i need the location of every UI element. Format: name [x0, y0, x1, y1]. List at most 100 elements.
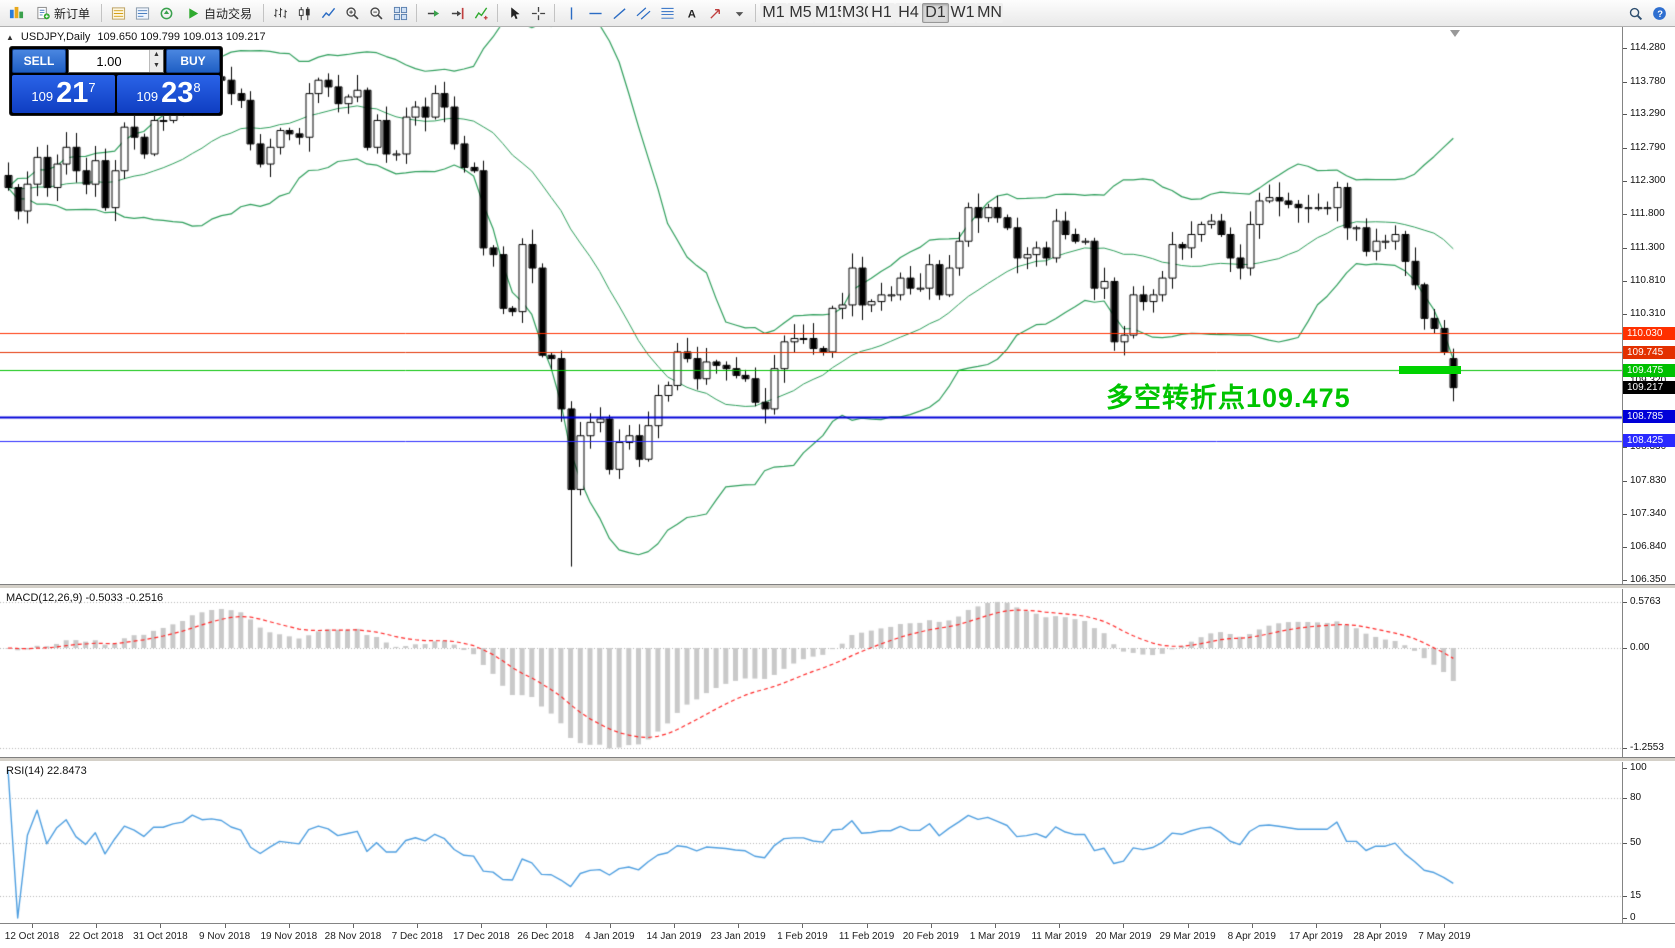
app-icon[interactable] [4, 1, 28, 25]
date-tickmark [1123, 924, 1125, 928]
axis-tickmark [1623, 547, 1627, 549]
search-icon[interactable] [1623, 1, 1647, 25]
buy-button[interactable]: BUY [166, 49, 220, 73]
date-tickmark [609, 924, 611, 928]
timeframe-m5[interactable]: M5 [787, 3, 815, 23]
sell-price[interactable]: 109 21 7 [12, 75, 115, 113]
time-axis[interactable]: 12 Oct 2018 22 Oct 2018 31 Oct 2018 9 Nov 2… [0, 923, 1675, 948]
channel-icon[interactable] [631, 1, 655, 25]
zoom-out-icon-glyph [368, 5, 384, 21]
auto-trading-button[interactable]: 自动交易 [178, 2, 259, 24]
help-icon-glyph: ? [1651, 5, 1667, 21]
vertical-line-icon[interactable] [559, 1, 583, 25]
date-label: 20 Feb 2019 [902, 931, 959, 942]
date-label: 4 Jan 2019 [585, 931, 635, 942]
timeframe-h4[interactable]: H4 [895, 3, 923, 23]
price-axis[interactable]: 114.280 113.780 113.290 112.790 112.300 111.8… [1622, 27, 1675, 923]
shapes-dropdown-icon[interactable] [727, 1, 751, 25]
timeframe-d1[interactable]: D1 [922, 3, 950, 23]
indicators-list-icon[interactable] [469, 1, 493, 25]
horizontal-line-icon-glyph [587, 5, 603, 21]
volume-input[interactable] [69, 50, 149, 72]
date-label: 7 May 2019 [1418, 931, 1471, 942]
indicators-list-icon-glyph [473, 5, 489, 21]
tile-windows-icon[interactable] [388, 1, 412, 25]
zoom-in-icon[interactable] [340, 1, 364, 25]
toolbar-separator [101, 4, 103, 22]
new-order-icon [35, 5, 51, 21]
zoom-out-icon[interactable] [364, 1, 388, 25]
rsi-tick-label: 80 [1630, 792, 1642, 803]
date-tickmark [288, 924, 290, 928]
crosshair-icon-glyph [530, 5, 546, 21]
axis-tickmark [1623, 798, 1627, 799]
date-label: 29 Mar 2019 [1159, 931, 1216, 942]
axis-tickmark [1623, 918, 1627, 919]
date-tickmark [930, 924, 932, 928]
turning-point-marker[interactable] [1399, 366, 1461, 374]
date-tickmark [1187, 924, 1189, 928]
macd-tick-label: 0.00 [1630, 642, 1650, 653]
rsi-indicator-label: RSI(14) 22.8473 [6, 765, 87, 777]
trendline-icon[interactable] [607, 1, 631, 25]
axis-tickmark [1623, 447, 1627, 449]
search-icon-glyph [1627, 5, 1643, 21]
timeframe-m15[interactable]: M15 [814, 3, 847, 23]
navigator-icon[interactable] [154, 1, 178, 25]
axis-tickmark [1623, 895, 1627, 897]
line-chart-icon[interactable] [316, 1, 340, 25]
bar-chart-icon[interactable] [268, 1, 292, 25]
panel-splitter-rsi[interactable] [0, 757, 1675, 762]
panel-splitter-macd[interactable] [0, 584, 1675, 589]
new-order-button[interactable]: 新订单 [28, 2, 97, 24]
buy-price-big: 23 [161, 77, 194, 109]
price-tick-label: 110.810 [1630, 274, 1666, 286]
toolbar-separator [497, 4, 499, 22]
timeframe-w1[interactable]: W1 [949, 3, 977, 23]
turning-point-annotation[interactable]: 多空转折点109.475 [1106, 383, 1351, 413]
fibonacci-icon-glyph [659, 5, 675, 21]
timeframe-mn[interactable]: MN [976, 3, 1004, 23]
volume-up-icon[interactable]: ▲ [153, 51, 160, 58]
candlestick-chart-icon[interactable] [292, 1, 316, 25]
symbol-name: USDJPY,Daily [20, 31, 91, 43]
date-label: 1 Feb 2019 [777, 931, 828, 942]
tile-windows-icon-glyph [392, 5, 408, 21]
candlestick-chart-icon-glyph [296, 5, 312, 21]
arrow-tool-icon[interactable] [703, 1, 727, 25]
market-watch-icon[interactable] [106, 1, 130, 25]
buy-price[interactable]: 109 23 8 [117, 75, 220, 113]
date-label: 9 Nov 2018 [199, 931, 251, 942]
fibonacci-icon[interactable] [655, 1, 679, 25]
date-label: 12 Oct 2018 [4, 931, 60, 942]
one-click-collapse-icon[interactable]: ▲ [6, 32, 14, 42]
trade-panel-controls: SELL ▲ ▼ BUY [12, 49, 220, 73]
help-icon[interactable]: ? [1647, 1, 1671, 25]
navigator-icon-glyph [158, 5, 174, 21]
symbol-ohlc: 109.650 109.799 109.013 109.217 [97, 31, 266, 43]
timeframe-h1[interactable]: H1 [868, 3, 896, 23]
toolbar-separator [263, 4, 265, 22]
text-label-icon[interactable]: A [679, 1, 703, 25]
date-tickmark [1444, 924, 1446, 928]
price-line-badge: 110.030 [1623, 326, 1675, 340]
sell-button[interactable]: SELL [12, 49, 66, 73]
volume-down-icon[interactable]: ▼ [153, 62, 160, 69]
rsi-tick-label: 0 [1630, 912, 1636, 923]
zoom-in-icon-glyph [344, 5, 360, 21]
chart-shift-icon[interactable] [445, 1, 469, 25]
sell-price-sup: 7 [88, 80, 96, 95]
timeframe-m1[interactable]: M1 [760, 3, 788, 23]
data-window-icon[interactable] [130, 1, 154, 25]
axis-tickmark [1623, 247, 1627, 249]
cursor-icon[interactable] [502, 1, 526, 25]
timeframe-m30[interactable]: M30 [841, 3, 874, 23]
horizontal-line-icon[interactable] [583, 1, 607, 25]
auto-scroll-icon[interactable] [421, 1, 445, 25]
date-label: 28 Apr 2019 [1353, 931, 1408, 942]
price-line-badge: 108.785 [1623, 410, 1675, 424]
crosshair-icon[interactable] [526, 1, 550, 25]
date-label: 8 Apr 2019 [1227, 931, 1276, 942]
date-label: 17 Dec 2018 [453, 931, 510, 942]
